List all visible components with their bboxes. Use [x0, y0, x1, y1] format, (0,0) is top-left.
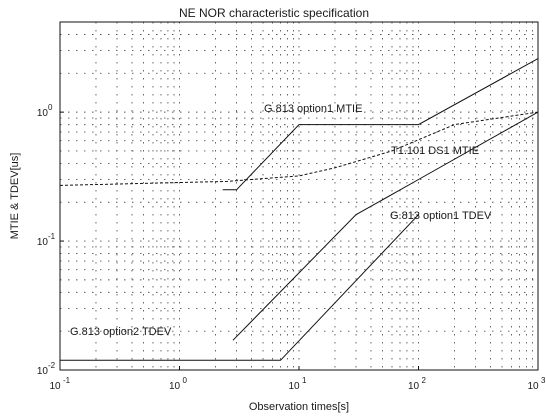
x-tick-label: 10 — [408, 381, 420, 392]
x-tick-exponent: 2 — [422, 376, 427, 385]
y-tick-exponent: -1 — [48, 232, 56, 241]
annotation-g813-option1-mtie: G.813 option1 MTIE — [264, 103, 362, 115]
annotation-t1101-ds1-mtie: T1.101 DS1 MTIE — [391, 145, 479, 157]
series-line-3 — [60, 214, 419, 361]
x-axis-label: Observation times[s] — [249, 401, 349, 413]
x-tick-exponent: -1 — [63, 376, 71, 385]
series-line-2 — [232, 111, 539, 341]
series-line-1 — [59, 111, 539, 186]
y-tick-exponent: -2 — [48, 361, 56, 370]
series-group — [59, 58, 539, 361]
x-tick-label: 10 — [527, 381, 539, 392]
y-tick-exponent: 0 — [48, 103, 53, 112]
y-tick-label: 10 — [37, 108, 49, 119]
chart-title: NE NOR characteristic specification — [179, 6, 369, 20]
x-tick-exponent: 0 — [183, 376, 188, 385]
y-axis-label: MTIE & TDEV[us] — [9, 153, 21, 240]
y-tick-label: 10 — [37, 237, 49, 248]
annotation-g813-option2-tdev: G.813 option2 TDEV — [70, 326, 172, 338]
plot-frame — [59, 21, 539, 371]
annotation-g813-option1-tdev: G.813 option1 TDEV — [390, 210, 492, 222]
x-tick-exponent: 1 — [302, 376, 307, 385]
y-tick-label: 10 — [37, 366, 49, 377]
grid — [60, 22, 538, 370]
x-tick-label: 10 — [288, 381, 300, 392]
x-tick-exponent: 3 — [541, 376, 546, 385]
annotations: G.813 option1 MTIE T1.101 DS1 MTIE G.813… — [70, 103, 492, 338]
series-line-0 — [222, 58, 539, 191]
x-tick-label: 10 — [49, 381, 61, 392]
x-tick-label: 10 — [169, 381, 181, 392]
